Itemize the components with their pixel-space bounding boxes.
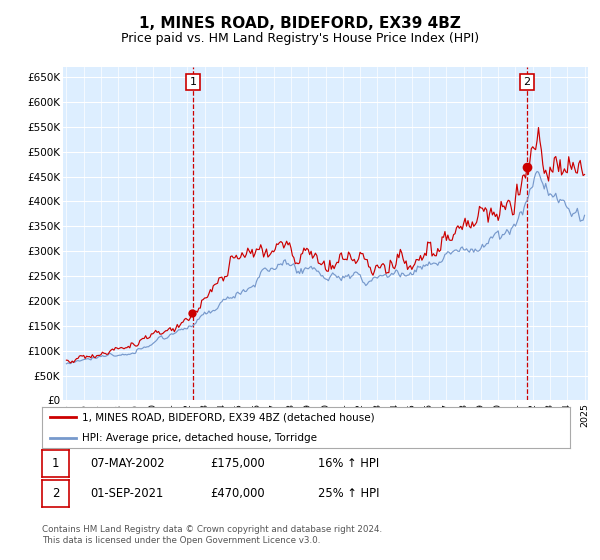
Text: 01-SEP-2021: 01-SEP-2021 — [90, 487, 163, 500]
Text: 1: 1 — [190, 77, 197, 87]
Text: £470,000: £470,000 — [210, 487, 265, 500]
Text: 1: 1 — [52, 457, 59, 470]
Text: 16% ↑ HPI: 16% ↑ HPI — [318, 457, 379, 470]
Text: 1, MINES ROAD, BIDEFORD, EX39 4BZ (detached house): 1, MINES ROAD, BIDEFORD, EX39 4BZ (detac… — [82, 412, 374, 422]
Text: 25% ↑ HPI: 25% ↑ HPI — [318, 487, 380, 500]
Text: HPI: Average price, detached house, Torridge: HPI: Average price, detached house, Torr… — [82, 433, 317, 443]
Text: £175,000: £175,000 — [210, 457, 265, 470]
Text: 1, MINES ROAD, BIDEFORD, EX39 4BZ: 1, MINES ROAD, BIDEFORD, EX39 4BZ — [139, 16, 461, 31]
Text: 07-MAY-2002: 07-MAY-2002 — [90, 457, 164, 470]
Text: 2: 2 — [523, 77, 530, 87]
Text: Price paid vs. HM Land Registry's House Price Index (HPI): Price paid vs. HM Land Registry's House … — [121, 32, 479, 45]
Text: 2: 2 — [52, 487, 59, 500]
Text: Contains HM Land Registry data © Crown copyright and database right 2024.
This d: Contains HM Land Registry data © Crown c… — [42, 525, 382, 545]
